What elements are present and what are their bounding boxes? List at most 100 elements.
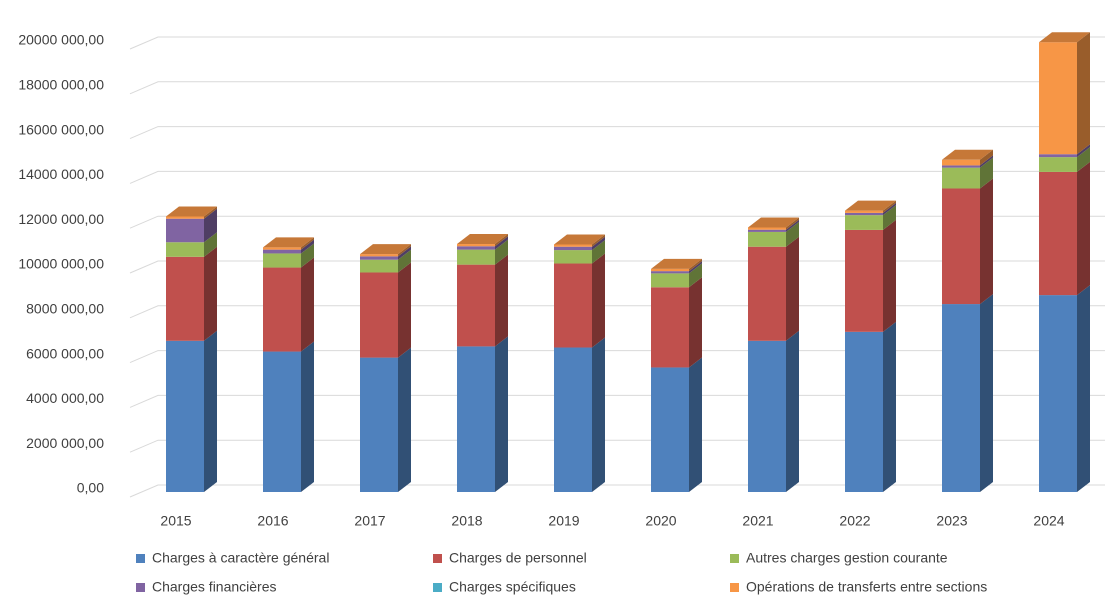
bar [263, 247, 301, 250]
bar-side [495, 236, 508, 250]
bar-side [495, 234, 508, 247]
x-tick-label: 2015 [160, 513, 191, 529]
bar [942, 304, 980, 492]
bar-side [301, 257, 314, 352]
bar [166, 218, 204, 243]
bar-side [592, 240, 605, 264]
bar [942, 188, 980, 305]
bar-side [1077, 147, 1090, 172]
bar-side [204, 246, 217, 341]
bar-side [786, 221, 799, 247]
y-tick-label: 2000 000,00 [26, 435, 104, 451]
x-tick-label: 2019 [548, 513, 579, 529]
bar-side [689, 357, 702, 492]
grid-line [129, 215, 1105, 229]
bar-side [592, 236, 605, 251]
legend-label: Charges à caractère général [152, 550, 329, 566]
bar [457, 346, 495, 492]
x-tick-label: 2020 [645, 513, 676, 529]
bar [263, 351, 301, 492]
legend-label: Charges de personnel [449, 550, 587, 566]
bar-side [495, 254, 508, 347]
bar-side [495, 239, 508, 265]
x-tick-label: 2023 [936, 513, 967, 529]
bar [360, 357, 398, 492]
y-tick-label: 0,00 [77, 480, 104, 496]
bar [457, 249, 495, 265]
bar [1039, 42, 1077, 155]
bar-side [980, 149, 993, 166]
legend-label: Charges financières [152, 579, 277, 595]
bar [360, 259, 398, 273]
bar [1039, 154, 1077, 158]
bar [457, 244, 495, 247]
grid-line [129, 170, 1105, 184]
bar [942, 167, 980, 189]
bar [748, 246, 786, 341]
bar-side [980, 178, 993, 305]
bar [748, 231, 786, 247]
legend-label: Autres charges gestion courante [746, 550, 948, 566]
bar-side [980, 155, 993, 168]
x-tick-label: 2024 [1033, 513, 1064, 529]
bar [942, 159, 980, 166]
x-tick-label: 2022 [839, 513, 870, 529]
bar-side [689, 277, 702, 368]
bar-side [301, 243, 314, 268]
y-tick-label: 14000 000,00 [18, 166, 104, 182]
bar-side [1077, 144, 1090, 158]
bar [554, 347, 592, 492]
bar-side [1077, 285, 1090, 492]
bar [1039, 295, 1077, 492]
x-tick-label: 2016 [257, 513, 288, 529]
bar-top [360, 244, 411, 255]
bar-side [786, 219, 799, 232]
y-tick-label: 16000 000,00 [18, 121, 104, 137]
bar [651, 268, 689, 272]
bar-side [1077, 32, 1090, 155]
bar [263, 249, 301, 254]
legend-swatch [730, 554, 739, 563]
bar-side [398, 347, 411, 492]
bar [651, 287, 689, 368]
bar-side [786, 217, 799, 230]
bar-top [457, 234, 508, 245]
legend-swatch [433, 583, 442, 592]
bar-side [204, 330, 217, 492]
legend-swatch [433, 554, 442, 563]
bar [166, 216, 204, 219]
bar-side [980, 294, 993, 492]
x-tick-label: 2018 [451, 513, 482, 529]
bar-top [748, 217, 799, 228]
bar [457, 264, 495, 347]
bar-side [689, 258, 702, 272]
bar [748, 229, 786, 232]
bar [263, 267, 301, 352]
bar-side [883, 321, 896, 492]
bar [845, 210, 883, 213]
bar [263, 253, 301, 268]
bar-top [942, 149, 993, 160]
bar-side [786, 330, 799, 492]
bar [845, 215, 883, 230]
bar [166, 242, 204, 257]
grid-line [129, 81, 1105, 95]
bar-side [301, 239, 314, 254]
legend-swatch [136, 583, 145, 592]
bar-side [592, 337, 605, 492]
bar [554, 246, 592, 251]
bar-side [592, 253, 605, 348]
bar [554, 244, 592, 247]
bar-side [689, 261, 702, 274]
bar [651, 367, 689, 492]
bar [1039, 157, 1077, 172]
bar-side [689, 263, 702, 288]
bar-side [301, 341, 314, 492]
bar-side [398, 249, 411, 273]
bar-side [1077, 161, 1090, 296]
bar-side [398, 246, 411, 260]
bar-side [883, 200, 896, 213]
bar-side [301, 237, 314, 250]
bar [651, 271, 689, 274]
